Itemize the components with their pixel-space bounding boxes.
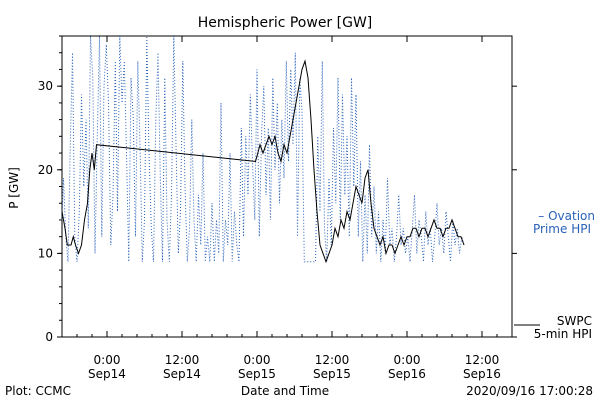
y-tick-label: 10	[38, 246, 53, 260]
x-tick-date-label: Sep16	[463, 367, 501, 381]
y-tick-label: 20	[38, 163, 53, 177]
x-tick-time-label: 0:00	[394, 353, 421, 367]
legend-swpc-line1: SWPC	[557, 314, 592, 328]
x-axis-label: Date and Time	[241, 384, 329, 398]
x-tick-date-label: Sep14	[163, 367, 201, 381]
x-tick-time-label: 0:00	[244, 353, 271, 367]
legend-swpc-line2: 5-min HPI	[534, 327, 592, 341]
axes-layer: 01020300:00Sep1412:00Sep140:00Sep1512:00…	[38, 35, 517, 381]
x-tick-time-label: 12:00	[465, 353, 500, 367]
x-tick-date-label: Sep14	[88, 367, 126, 381]
x-tick-time-label: 12:00	[165, 353, 200, 367]
x-tick-date-label: Sep16	[388, 367, 426, 381]
footer-timestamp: 2020/09/16 17:00:28	[466, 384, 593, 398]
x-tick-date-label: Sep15	[238, 367, 276, 381]
footer-plot-source: Plot: CCMC	[5, 384, 71, 398]
y-tick-label: 0	[45, 330, 53, 344]
chart-title: Hemispheric Power [GW]	[198, 15, 373, 31]
y-axis-label: P [GW]	[7, 167, 21, 209]
legend: – Ovation Prime HPI SWPC 5-min HPI	[514, 209, 595, 341]
series-swpc-hpi-line	[61, 59, 465, 264]
x-tick-date-label: Sep15	[313, 367, 351, 381]
series-layer	[61, 35, 465, 264]
legend-ovation-line2: Prime HPI	[533, 222, 591, 236]
x-tick-time-label: 12:00	[315, 353, 350, 367]
legend-ovation-line1: – Ovation	[538, 209, 595, 223]
y-tick-label: 30	[38, 79, 53, 93]
x-tick-time-label: 0:00	[94, 353, 121, 367]
series-ovation-prime-line	[61, 35, 465, 263]
